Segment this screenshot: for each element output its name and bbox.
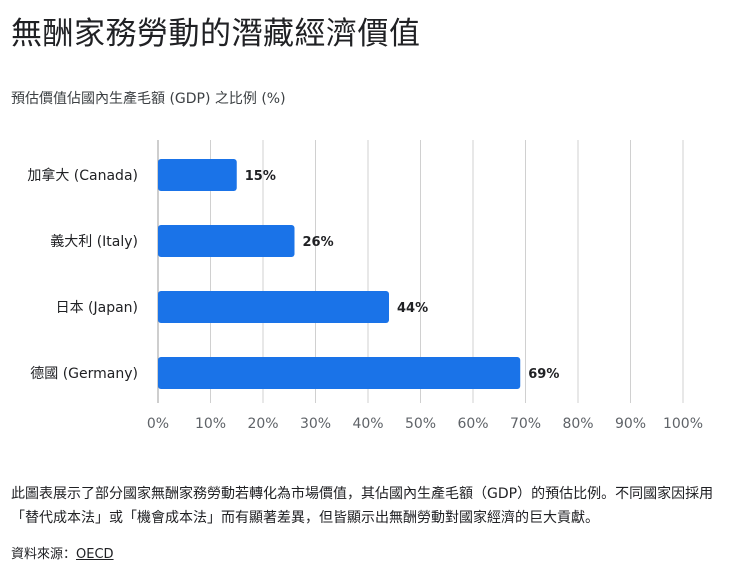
source-link[interactable]: OECD: [76, 547, 114, 562]
category-label: 義大利 (Italy): [50, 233, 138, 250]
data-label: 26%: [303, 235, 334, 250]
source-label: 資料來源：: [11, 547, 77, 562]
x-tick-label: 10%: [195, 416, 226, 432]
x-tick-label: 20%: [247, 416, 278, 432]
bar: [158, 225, 295, 257]
x-tick-label: 40%: [352, 416, 383, 432]
x-tick-label: 100%: [663, 416, 703, 432]
page-title: 無酬家務勞動的潛藏經濟價值: [11, 16, 421, 52]
source-line: 資料來源：OECD: [11, 543, 114, 562]
data-label: 44%: [397, 301, 428, 316]
bar-chart: 0% 10% 20% 30% 40% 50% 60% 70% 80% 90% 100% 加拿大 (Ca…: [27, 140, 703, 432]
bar: [158, 291, 389, 323]
category-label: 日本 (Japan): [56, 300, 138, 316]
x-tick-label: 90%: [615, 416, 646, 432]
x-tick-label: 60%: [457, 416, 488, 432]
x-tick-label: 80%: [562, 416, 593, 432]
x-tick-label: 70%: [510, 416, 541, 432]
x-tick-label: 50%: [405, 416, 436, 432]
chart-description: 此圖表展示了部分國家無酬家務勞動若轉化為市場價值，其佔國內生產毛額（GDP）的預…: [11, 486, 714, 526]
bar: [158, 159, 237, 191]
bar: [158, 357, 521, 389]
category-label: 加拿大 (Canada): [27, 167, 138, 184]
category-label: 德國 (Germany): [30, 366, 138, 382]
chart-title: 預估價值佔國內生產毛額 (GDP) 之比例 (%): [11, 91, 286, 107]
data-label: 69%: [528, 367, 559, 382]
x-tick-label: 30%: [300, 416, 331, 432]
x-tick-label: 0%: [147, 416, 169, 432]
data-label: 15%: [245, 169, 276, 184]
